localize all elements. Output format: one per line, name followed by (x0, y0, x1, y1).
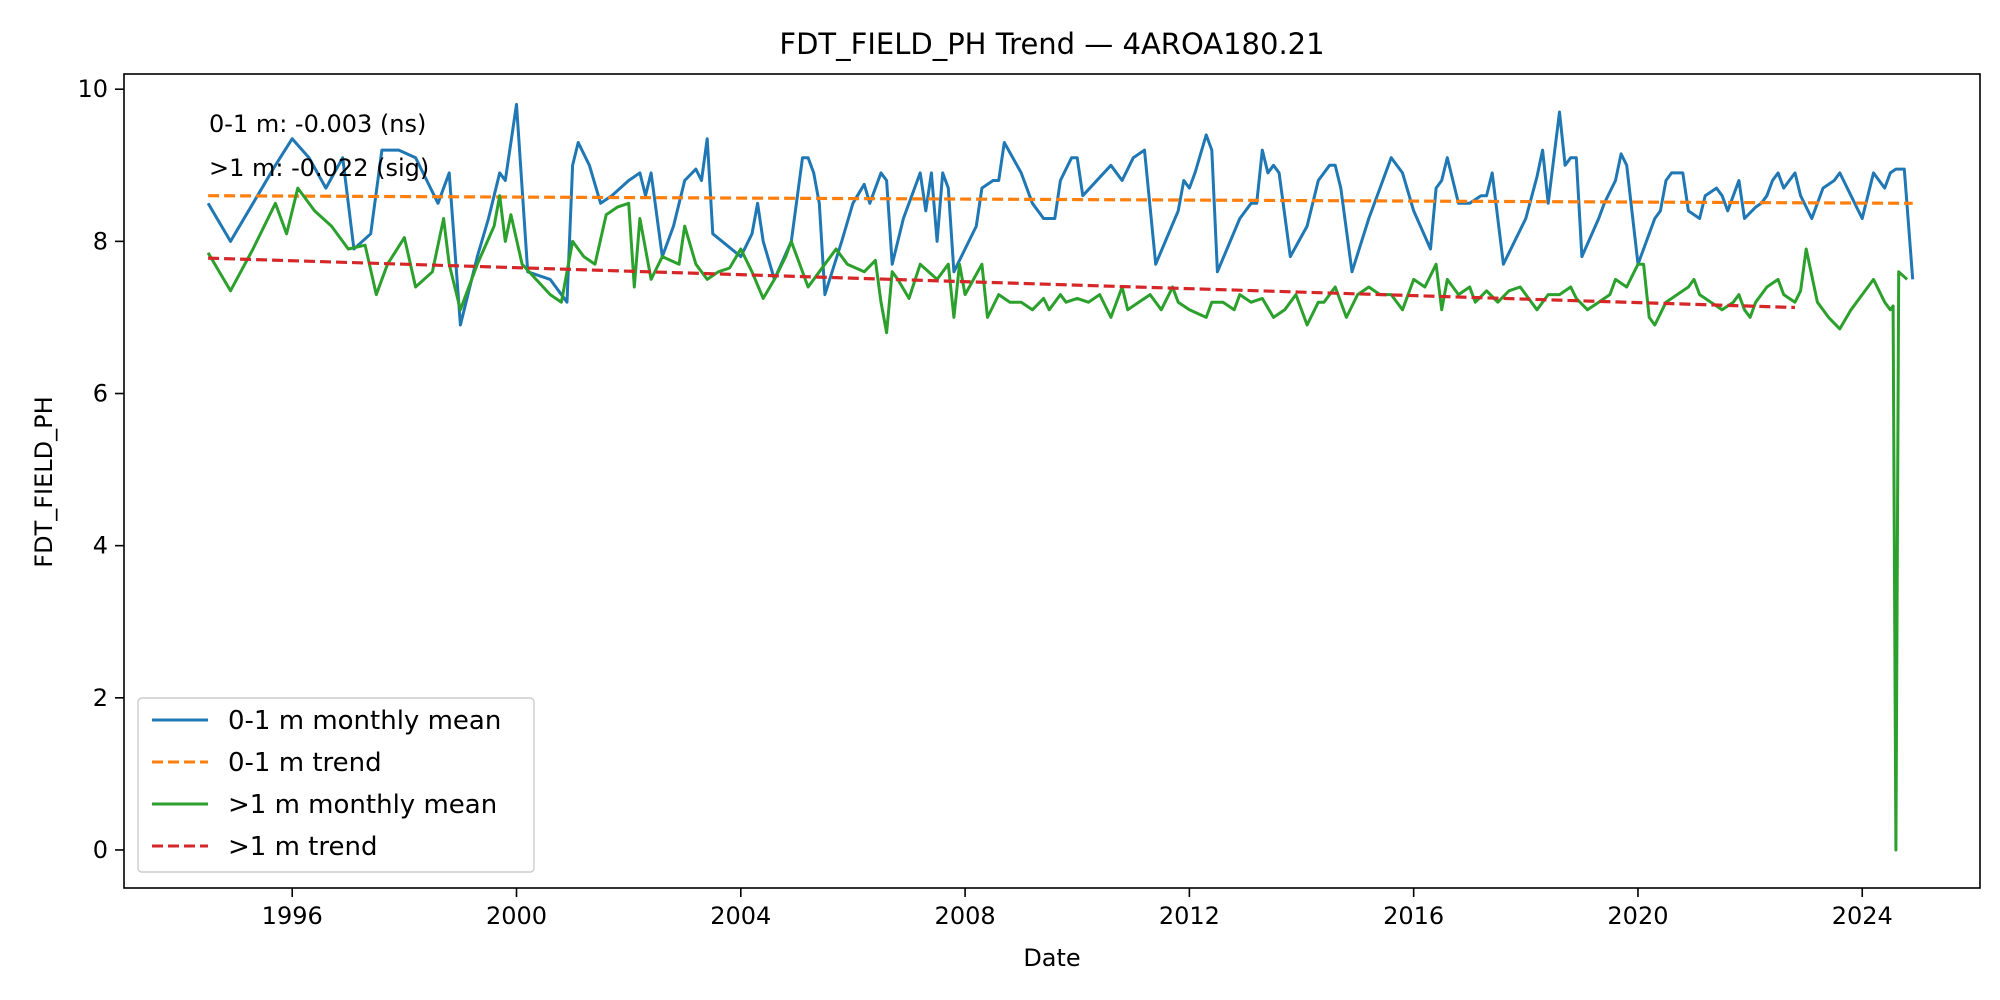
legend-box (137, 697, 535, 873)
series-line-2 (206, 186, 1909, 852)
y-tick-label: 4 (93, 532, 108, 560)
y-tick-label: 0 (93, 836, 108, 864)
trend-annotation: 0-1 m: -0.003 (ns) (209, 110, 426, 138)
x-axis-label: Date (1023, 944, 1080, 972)
series-line-0 (206, 102, 1915, 327)
series-line-1 (208, 194, 1913, 205)
x-tick-label: 2000 (486, 902, 547, 930)
legend-label: 0-1 m monthly mean (228, 706, 501, 736)
series-line-3 (208, 256, 1796, 310)
legend-label: >1 m monthly mean (228, 790, 497, 820)
legend-label: >1 m trend (228, 832, 377, 862)
chart-title: FDT_FIELD_PH Trend — 4AROA180.21 (779, 27, 1324, 61)
legend-label: 0-1 m trend (228, 748, 382, 778)
y-axis-label: FDT_FIELD_PH (30, 396, 58, 567)
x-tick-label: 2008 (935, 902, 996, 930)
x-tick-label: 2004 (710, 902, 771, 930)
y-tick-label: 8 (93, 227, 108, 255)
y-tick-label: 6 (93, 380, 108, 408)
x-tick-label: 2012 (1159, 902, 1220, 930)
annotations: 0-1 m: -0.003 (ns) >1 m: -0.022 (sig) (209, 110, 429, 182)
plot-area (123, 73, 1981, 889)
x-tick-label: 1996 (262, 902, 323, 930)
axes-frame (123, 73, 1981, 889)
y-tick-label: 2 (93, 684, 108, 712)
x-tick-label: 2020 (1607, 902, 1668, 930)
y-tick-label: 10 (77, 75, 108, 103)
x-tick-label: 2024 (1832, 902, 1893, 930)
x-tick-label: 2016 (1383, 902, 1444, 930)
trend-annotation: >1 m: -0.022 (sig) (209, 154, 429, 182)
axis-ticks: 1996 2000 2004 2008 2012 2016 2020 2024 0 2 4 6 8 10 (77, 75, 1892, 930)
legend: 0-1 m monthly mean 0-1 m trend >1 m monthl… (137, 697, 535, 873)
